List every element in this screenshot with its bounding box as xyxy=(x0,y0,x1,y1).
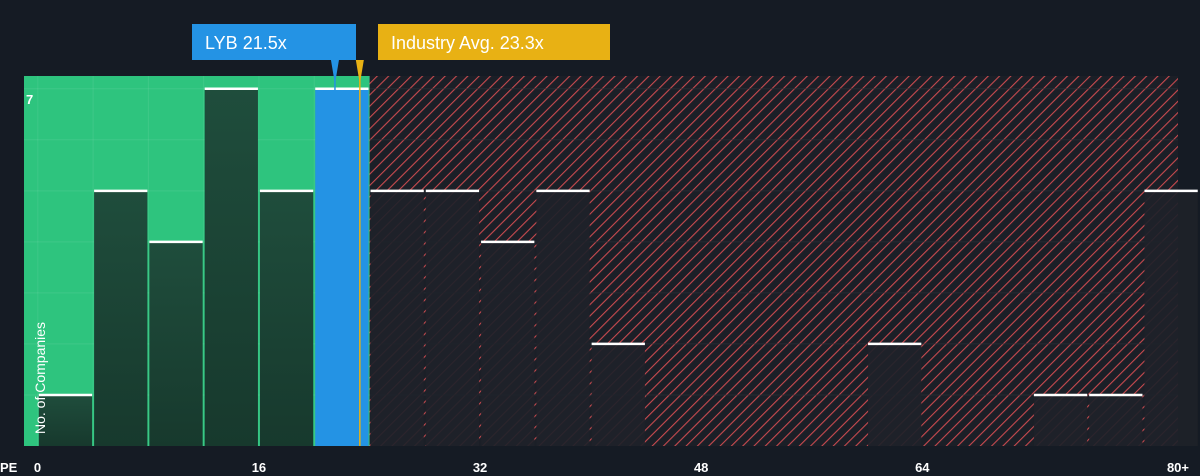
industry-average-callout-pointer xyxy=(355,60,364,84)
x-tick-label: 80+ xyxy=(1167,460,1189,475)
histogram-bar xyxy=(536,190,590,446)
x-tick-label: 32 xyxy=(473,460,487,475)
x-tick-label: 0 xyxy=(34,460,41,475)
x-axis-label: PE xyxy=(0,460,18,475)
histogram-bar xyxy=(1033,394,1088,446)
histogram-bar xyxy=(204,88,258,447)
histogram-bar xyxy=(591,343,645,446)
y-tick-label: 7 xyxy=(26,92,33,107)
histogram-bar xyxy=(1144,190,1198,446)
histogram-bar xyxy=(1089,394,1143,446)
histogram-bar xyxy=(481,241,535,446)
company-callout-box xyxy=(192,24,356,60)
company-callout-label: LYB 21.5x xyxy=(205,33,287,53)
company-callout-pointer xyxy=(330,60,339,84)
histogram-bar xyxy=(868,343,922,446)
histogram-bar xyxy=(149,241,203,446)
x-tick-label: 64 xyxy=(915,460,930,475)
histogram-bar xyxy=(259,190,314,446)
histogram-bar xyxy=(38,394,93,446)
histogram-bar xyxy=(94,190,148,446)
industry-average-callout-box xyxy=(378,24,610,60)
y-axis-label: No. of Companies xyxy=(32,322,48,434)
industry-average-callout-label: Industry Avg. 23.3x xyxy=(391,33,544,53)
x-tick-label: 48 xyxy=(694,460,708,475)
histogram-bar xyxy=(425,190,480,446)
histogram-bar xyxy=(370,190,424,446)
x-tick-label: 16 xyxy=(252,460,266,475)
